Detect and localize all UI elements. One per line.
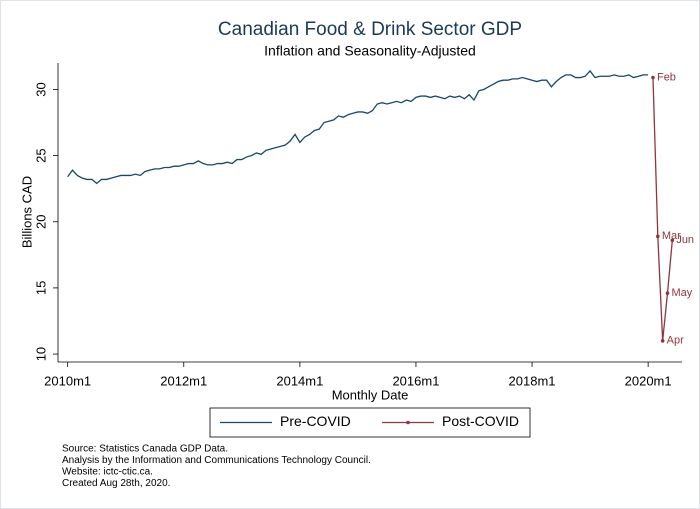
legend-marker	[406, 420, 410, 425]
point-label: Mar	[662, 230, 681, 242]
point-label: May	[671, 287, 692, 299]
y-axis-label: Billions CAD	[19, 176, 34, 248]
x-tick-label: 2014m1	[276, 373, 323, 388]
y-tick-label: 20	[33, 215, 48, 229]
x-tick-label: 2018m1	[509, 373, 556, 388]
data-point	[660, 339, 665, 343]
legend-label: Pre-COVID	[280, 413, 351, 429]
footnote: Analysis by the Information and Communic…	[62, 455, 371, 466]
data-point	[670, 238, 675, 243]
x-tick-label: 2010m1	[44, 373, 91, 388]
x-tick-label: 2016m1	[392, 373, 439, 388]
y-tick-label: 10	[33, 347, 48, 361]
series-line	[67, 69, 649, 185]
point-label: Jun	[676, 234, 694, 246]
point-label: Apr	[667, 335, 684, 347]
x-axis-label: Monthly Date	[332, 387, 409, 402]
chart-title: Canadian Food & Drink Sector GDP	[218, 19, 522, 40]
y-tick-label: 15	[33, 281, 48, 295]
data-point	[656, 234, 660, 239]
footnote: Website: ictc-ctic.ca.	[62, 467, 153, 478]
footnote: Source: Statistics Canada GDP Data.	[62, 444, 228, 455]
y-tick-label: 25	[33, 148, 48, 162]
y-tick-label: 30	[33, 82, 48, 96]
data-point	[665, 291, 670, 296]
data-point	[651, 75, 655, 80]
legend-label: Post-COVID	[442, 413, 519, 429]
x-tick-label: 2012m1	[160, 373, 207, 388]
x-tick-label: 2020m1	[625, 373, 672, 388]
chart-subtitle: Inflation and Seasonality-Adjusted	[264, 43, 476, 59]
footnote: Created Aug 28th, 2020.	[62, 478, 170, 489]
point-label: Feb	[657, 71, 676, 83]
